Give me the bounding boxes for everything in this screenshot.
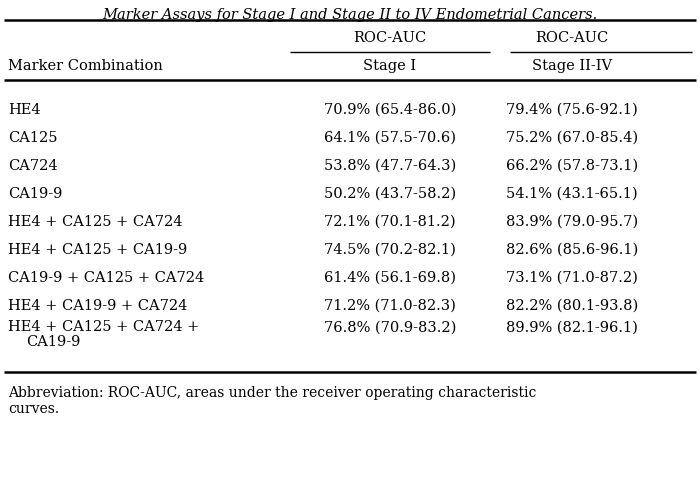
Text: 50.2% (43.7-58.2): 50.2% (43.7-58.2) bbox=[324, 187, 456, 201]
Text: Abbreviation: ROC-AUC, areas under the receiver operating characteristic: Abbreviation: ROC-AUC, areas under the r… bbox=[8, 386, 536, 400]
Text: CA724: CA724 bbox=[8, 159, 57, 173]
Text: 89.9% (82.1-96.1): 89.9% (82.1-96.1) bbox=[506, 320, 638, 334]
Text: ROC-AUC: ROC-AUC bbox=[354, 31, 426, 45]
Text: 61.4% (56.1-69.8): 61.4% (56.1-69.8) bbox=[324, 271, 456, 285]
Text: curves.: curves. bbox=[8, 402, 59, 416]
Text: HE4: HE4 bbox=[8, 103, 41, 117]
Text: 79.4% (75.6-92.1): 79.4% (75.6-92.1) bbox=[506, 103, 638, 117]
Text: 73.1% (71.0-87.2): 73.1% (71.0-87.2) bbox=[506, 271, 638, 285]
Text: 76.8% (70.9-83.2): 76.8% (70.9-83.2) bbox=[324, 320, 456, 334]
Text: 71.2% (71.0-82.3): 71.2% (71.0-82.3) bbox=[324, 299, 456, 313]
Text: Marker Assays for Stage I and Stage II to IV Endometrial Cancers.: Marker Assays for Stage I and Stage II t… bbox=[102, 8, 598, 22]
Text: 54.1% (43.1-65.1): 54.1% (43.1-65.1) bbox=[506, 187, 638, 201]
Text: CA125: CA125 bbox=[8, 131, 57, 145]
Text: ROC-AUC: ROC-AUC bbox=[536, 31, 608, 45]
Text: 75.2% (67.0-85.4): 75.2% (67.0-85.4) bbox=[506, 131, 638, 145]
Text: Marker Combination: Marker Combination bbox=[8, 59, 163, 73]
Text: CA19-9: CA19-9 bbox=[8, 187, 62, 201]
Text: HE4 + CA125 + CA724 +: HE4 + CA125 + CA724 + bbox=[8, 320, 199, 334]
Text: CA19-9: CA19-9 bbox=[26, 335, 80, 349]
Text: HE4 + CA125 + CA19-9: HE4 + CA125 + CA19-9 bbox=[8, 243, 188, 257]
Text: 53.8% (47.7-64.3): 53.8% (47.7-64.3) bbox=[324, 159, 456, 173]
Text: CA19-9 + CA125 + CA724: CA19-9 + CA125 + CA724 bbox=[8, 271, 204, 285]
Text: 82.6% (85.6-96.1): 82.6% (85.6-96.1) bbox=[506, 243, 638, 257]
Text: 74.5% (70.2-82.1): 74.5% (70.2-82.1) bbox=[324, 243, 456, 257]
Text: 83.9% (79.0-95.7): 83.9% (79.0-95.7) bbox=[506, 215, 638, 229]
Text: Stage I: Stage I bbox=[363, 59, 416, 73]
Text: 82.2% (80.1-93.8): 82.2% (80.1-93.8) bbox=[506, 299, 638, 313]
Text: 66.2% (57.8-73.1): 66.2% (57.8-73.1) bbox=[506, 159, 638, 173]
Text: 72.1% (70.1-81.2): 72.1% (70.1-81.2) bbox=[324, 215, 456, 229]
Text: HE4 + CA19-9 + CA724: HE4 + CA19-9 + CA724 bbox=[8, 299, 188, 313]
Text: 64.1% (57.5-70.6): 64.1% (57.5-70.6) bbox=[324, 131, 456, 145]
Text: 70.9% (65.4-86.0): 70.9% (65.4-86.0) bbox=[324, 103, 456, 117]
Text: HE4 + CA125 + CA724: HE4 + CA125 + CA724 bbox=[8, 215, 183, 229]
Text: Stage II-IV: Stage II-IV bbox=[532, 59, 612, 73]
